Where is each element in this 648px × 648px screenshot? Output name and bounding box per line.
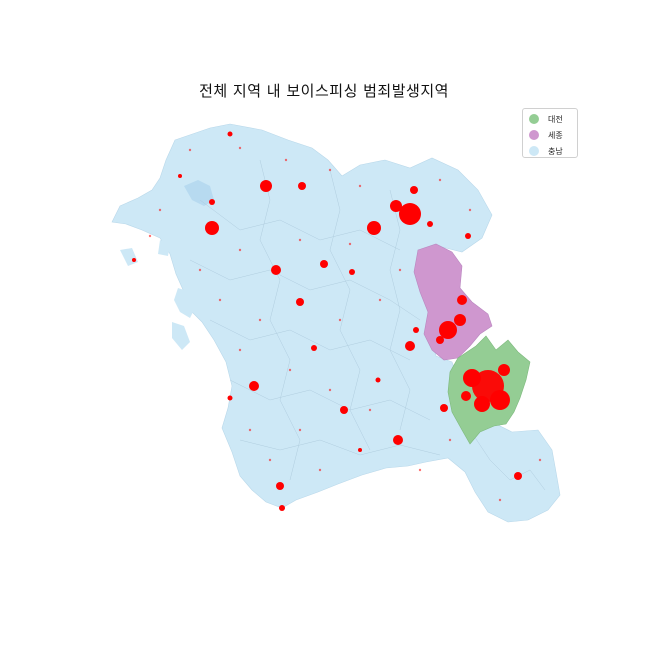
legend-item-sejong: 세종 (529, 128, 577, 142)
region-chungnam-island (172, 322, 190, 350)
crime-points-sparse (148, 146, 542, 502)
district-boundaries (189, 159, 546, 491)
legend-label: 대전 (548, 114, 563, 124)
legend-swatch-sejong (529, 130, 539, 140)
region-chungnam (111, 123, 561, 523)
region-chungnam-island (120, 248, 138, 266)
crime-points (132, 131, 522, 511)
legend-swatch-daejeon (529, 114, 539, 124)
legend-label: 세종 (548, 130, 563, 140)
map-title: 전체 지역 내 보이스피싱 범죄발생지역 (199, 82, 449, 100)
legend: 대전 세종 충남 (522, 108, 578, 158)
legend-swatch-chungnam (529, 146, 539, 156)
legend-item-chungnam: 충남 (529, 144, 577, 158)
legend-item-daejeon: 대전 (529, 112, 577, 126)
region-chungnam-island (158, 240, 170, 256)
region-sejong (413, 243, 493, 361)
region-chungnam-island (174, 288, 196, 318)
lake-area (184, 180, 214, 206)
legend-label: 충남 (548, 146, 563, 156)
